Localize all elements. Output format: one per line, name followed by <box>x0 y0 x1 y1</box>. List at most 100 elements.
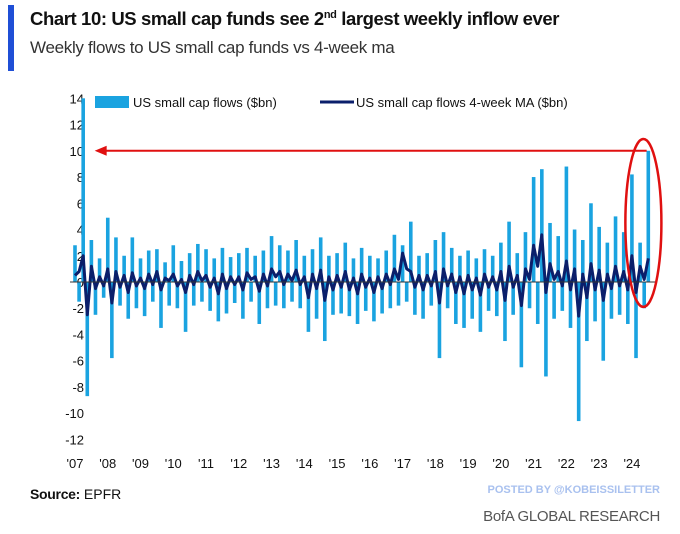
ma-line <box>73 233 650 318</box>
x-tick-label: '07 <box>67 456 84 471</box>
x-tick-label: '22 <box>558 456 575 471</box>
title-main: Chart 10: US small cap funds see 2 <box>30 8 324 29</box>
annotation-ellipse <box>624 137 663 309</box>
flow-bar <box>224 282 229 314</box>
flow-bar <box>368 255 372 282</box>
flows-bars <box>73 98 651 422</box>
x-tick-label: '14 <box>296 456 313 471</box>
flow-bar <box>105 217 110 282</box>
flow-bar <box>429 282 434 306</box>
flow-bar <box>576 282 581 422</box>
flow-bar <box>638 242 642 282</box>
flow-bar <box>265 282 270 309</box>
flow-bar <box>425 253 429 282</box>
flow-bar <box>564 166 569 282</box>
flow-bar <box>462 282 466 328</box>
flow-bar <box>167 282 171 306</box>
x-tick-label: '24 <box>623 456 640 471</box>
flow-bar <box>597 226 601 282</box>
flow-bar <box>294 240 298 282</box>
flow-bar <box>261 250 266 282</box>
chart-subtitle: Weekly flows to US small cap funds vs 4-… <box>30 38 395 57</box>
x-tick-label: '12 <box>230 456 247 471</box>
flow-bar <box>183 282 188 332</box>
flow-bar <box>601 282 606 361</box>
annotation-arrowhead <box>94 145 107 156</box>
flow-bar <box>621 232 626 282</box>
y-tick-label: 12 <box>70 118 84 133</box>
flow-bar <box>306 282 311 332</box>
flow-bar <box>314 282 319 319</box>
y-tick-label: 8 <box>77 170 84 185</box>
flow-bar <box>179 261 184 282</box>
flow-bar <box>630 174 634 282</box>
x-tick-label: '16 <box>361 456 378 471</box>
flow-bar <box>249 282 253 302</box>
flow-bar <box>200 282 204 302</box>
flow-bar <box>585 282 589 342</box>
flow-bar <box>363 282 368 311</box>
x-tick-label: '17 <box>394 456 411 471</box>
flow-bar <box>277 245 282 282</box>
flow-bar <box>507 221 511 282</box>
flow-bar <box>322 282 327 342</box>
flow-bar <box>220 247 225 282</box>
x-tick-label: '13 <box>263 456 280 471</box>
flow-bar <box>97 258 102 282</box>
flow-bar <box>613 216 618 282</box>
flow-bar <box>626 282 630 324</box>
flow-bar <box>376 258 380 282</box>
flow-bar <box>310 249 315 282</box>
flow-bar <box>372 282 376 322</box>
x-tick-label: '10 <box>165 456 182 471</box>
flow-bar <box>474 258 479 282</box>
flow-bar <box>237 253 241 282</box>
flow-bar <box>126 282 131 319</box>
y-tick-label: 14 <box>70 91 84 106</box>
flow-bar <box>441 232 446 282</box>
flow-bar <box>343 242 348 282</box>
flow-bar <box>458 255 462 282</box>
flow-bar <box>302 255 307 282</box>
flow-bar <box>331 282 335 315</box>
y-tick-label: 2 <box>77 249 84 264</box>
flow-bar <box>77 282 81 302</box>
flow-bar <box>449 247 454 282</box>
brand-label: BofA GLOBAL RESEARCH <box>483 508 660 525</box>
flow-bar <box>142 282 147 317</box>
flow-bar <box>552 282 556 319</box>
flow-bar <box>228 257 233 282</box>
flow-bar <box>216 282 221 322</box>
flow-bar <box>187 253 192 282</box>
y-tick-label: -4 <box>72 327 84 342</box>
flow-bar <box>138 258 143 282</box>
flow-bar <box>175 282 180 309</box>
flow-bar <box>404 282 409 302</box>
flow-bar <box>396 282 401 306</box>
flow-bar <box>273 282 278 306</box>
source-value: EPFR <box>80 486 122 502</box>
flow-bar <box>556 236 561 282</box>
flow-bar <box>282 282 286 309</box>
flow-bar <box>572 229 577 282</box>
flow-bar <box>114 237 118 282</box>
flow-bar <box>523 232 528 282</box>
legend-swatch-flows <box>95 96 129 108</box>
flow-bar <box>359 247 364 282</box>
y-tick-label: -10 <box>65 406 84 421</box>
title-rest: largest weekly inflow ever <box>336 8 560 29</box>
flow-bar <box>286 250 290 282</box>
flow-bar <box>568 282 573 328</box>
flow-bar <box>339 282 343 314</box>
x-tick-label: '23 <box>591 456 608 471</box>
y-tick-label: -12 <box>65 432 84 447</box>
flow-bar <box>232 282 237 303</box>
posted-by-watermark: POSTED BY @KOBEISSILETTER <box>487 484 661 496</box>
legend-label-ma: US small cap flows 4-week MA ($bn) <box>356 95 568 110</box>
flow-bar <box>454 282 458 324</box>
flow-bar <box>617 282 622 315</box>
flow-bar <box>347 282 352 317</box>
flow-bar <box>257 282 262 324</box>
flow-bar <box>413 282 417 315</box>
x-tick-label: '18 <box>427 456 444 471</box>
